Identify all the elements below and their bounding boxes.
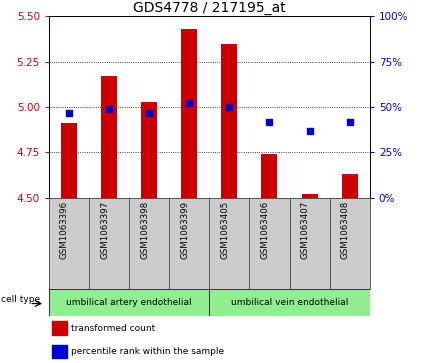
Text: GSM1063406: GSM1063406 bbox=[261, 200, 269, 259]
Point bbox=[226, 104, 233, 110]
Text: GSM1063399: GSM1063399 bbox=[180, 200, 189, 258]
Text: GSM1063405: GSM1063405 bbox=[221, 200, 230, 259]
Bar bbox=[261, 154, 278, 198]
Bar bbox=[49, 198, 89, 289]
Text: GSM1063407: GSM1063407 bbox=[300, 200, 309, 259]
Text: cell type: cell type bbox=[1, 295, 40, 304]
Point bbox=[186, 101, 193, 106]
Bar bbox=[52, 345, 67, 358]
Bar bbox=[330, 198, 370, 289]
Text: transformed count: transformed count bbox=[71, 323, 156, 333]
Point bbox=[65, 110, 72, 115]
Title: GDS4778 / 217195_at: GDS4778 / 217195_at bbox=[133, 1, 286, 15]
Text: umbilical vein endothelial: umbilical vein endothelial bbox=[231, 298, 348, 307]
Bar bbox=[52, 322, 67, 335]
Text: GSM1063398: GSM1063398 bbox=[140, 200, 149, 259]
Text: umbilical artery endothelial: umbilical artery endothelial bbox=[66, 298, 192, 307]
Bar bbox=[221, 44, 238, 198]
Bar bbox=[209, 289, 370, 316]
Bar bbox=[209, 198, 249, 289]
Bar bbox=[61, 123, 77, 198]
Bar bbox=[129, 198, 169, 289]
Bar bbox=[169, 198, 209, 289]
Bar bbox=[181, 29, 197, 198]
Bar bbox=[302, 194, 317, 198]
Bar bbox=[89, 198, 129, 289]
Bar bbox=[49, 289, 209, 316]
Bar bbox=[141, 102, 157, 198]
Point bbox=[146, 110, 153, 115]
Point bbox=[266, 119, 273, 125]
Bar bbox=[289, 198, 330, 289]
Text: GSM1063397: GSM1063397 bbox=[100, 200, 109, 259]
Bar bbox=[342, 174, 358, 198]
Point bbox=[346, 119, 353, 125]
Text: percentile rank within the sample: percentile rank within the sample bbox=[71, 347, 224, 356]
Point bbox=[306, 128, 313, 134]
Bar bbox=[249, 198, 289, 289]
Bar bbox=[101, 76, 117, 198]
Point bbox=[106, 106, 113, 112]
Text: GSM1063408: GSM1063408 bbox=[341, 200, 350, 259]
Text: GSM1063396: GSM1063396 bbox=[60, 200, 69, 259]
